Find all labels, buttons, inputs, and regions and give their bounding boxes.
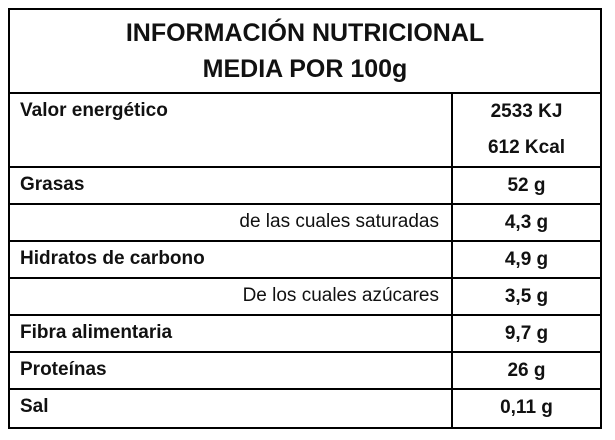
row-label: Proteínas <box>10 353 453 388</box>
value-line: 612 Kcal <box>487 137 566 158</box>
table-row: De los cuales azúcares 3,5 g <box>10 279 600 316</box>
table-header: INFORMACIÓN NUTRICIONAL MEDIA POR 100g <box>10 10 600 94</box>
row-label: de las cuales saturadas <box>10 205 453 240</box>
row-value: 26 g <box>453 353 600 388</box>
table-row: Grasas 52 g <box>10 168 600 205</box>
row-value: 9,7 g <box>453 316 600 351</box>
row-value: 3,5 g <box>453 279 600 314</box>
row-label: Grasas <box>10 168 453 203</box>
value-line: 2533 KJ <box>490 101 563 122</box>
value-line: 26 g <box>507 360 546 381</box>
value-line: 4,3 g <box>504 212 549 233</box>
title-line: INFORMACIÓN NUTRICIONAL <box>125 19 485 47</box>
row-value: 52 g <box>453 168 600 203</box>
table-row: Sal 0,11 g <box>10 390 600 427</box>
row-label: Hidratos de carbono <box>10 242 453 277</box>
value-line: 9,7 g <box>504 323 549 344</box>
title-line: MEDIA POR 100g <box>202 55 408 83</box>
row-value: 0,11 g <box>453 390 600 427</box>
row-label: Valor energético <box>10 94 453 166</box>
row-label: Sal <box>10 390 453 427</box>
nutrition-table: INFORMACIÓN NUTRICIONAL MEDIA POR 100g Va… <box>8 8 602 429</box>
value-line: 52 g <box>507 175 546 196</box>
table-row: de las cuales saturadas 4,3 g <box>10 205 600 242</box>
row-label: De los cuales azúcares <box>10 279 453 314</box>
table-row: Fibra alimentaria 9,7 g <box>10 316 600 353</box>
value-line: 0,11 g <box>500 397 553 418</box>
value-line: 3,5 g <box>504 286 549 307</box>
table-row: Valor energético 2533 KJ 612 Kcal <box>10 94 600 168</box>
row-label: Fibra alimentaria <box>10 316 453 351</box>
table-row: Hidratos de carbono 4,9 g <box>10 242 600 279</box>
row-value: 4,9 g <box>453 242 600 277</box>
table-row: Proteínas 26 g <box>10 353 600 390</box>
row-value: 2533 KJ 612 Kcal <box>453 94 600 166</box>
value-line: 4,9 g <box>504 249 549 270</box>
row-value: 4,3 g <box>453 205 600 240</box>
